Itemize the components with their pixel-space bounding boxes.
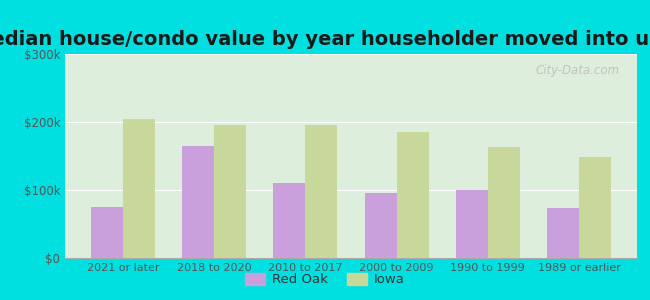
Bar — [456, 190, 488, 258]
Bar — [365, 194, 396, 258]
Bar — [306, 125, 337, 258]
Bar — [91, 207, 123, 258]
Bar — [182, 146, 214, 258]
Text: Median house/condo value by year householder moved into unit: Median house/condo value by year househo… — [0, 30, 650, 49]
Bar — [274, 183, 305, 258]
Bar — [488, 147, 520, 258]
Bar — [396, 132, 428, 258]
Bar — [547, 208, 579, 258]
Bar — [123, 118, 155, 258]
Legend: Red Oak, Iowa: Red Oak, Iowa — [241, 269, 409, 290]
Text: City-Data.com: City-Data.com — [536, 64, 620, 77]
Bar — [579, 158, 611, 258]
Bar — [214, 125, 246, 258]
